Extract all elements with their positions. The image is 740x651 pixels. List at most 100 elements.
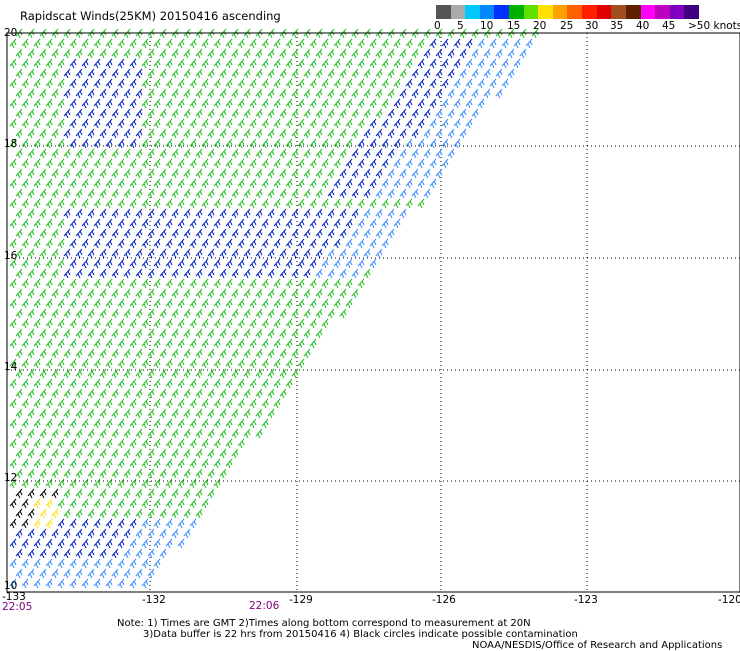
wind-barb	[357, 138, 365, 149]
wind-barb	[483, 48, 491, 59]
wind-barb	[399, 168, 407, 179]
wind-barb	[81, 38, 89, 49]
wind-barb	[405, 138, 413, 149]
wind-barb	[249, 198, 257, 209]
wind-barb	[333, 198, 341, 209]
wind-barb	[81, 238, 89, 249]
wind-barb	[429, 178, 437, 189]
wind-barb	[231, 88, 239, 99]
wind-barb	[57, 358, 65, 369]
wind-barb	[483, 68, 491, 79]
wind-barb	[57, 238, 65, 249]
wind-barb	[117, 58, 125, 69]
wind-barb	[207, 48, 215, 59]
wind-barb	[141, 138, 149, 149]
wind-barb	[237, 278, 245, 289]
wind-barb	[225, 258, 233, 269]
wind-barb	[51, 208, 59, 219]
wind-barb	[249, 158, 257, 169]
wind-barb	[21, 58, 29, 69]
wind-barb	[45, 298, 53, 309]
wind-barb	[141, 318, 149, 329]
wind-barb	[9, 58, 17, 69]
wind-barb	[63, 508, 71, 519]
wind-barb	[189, 158, 197, 169]
wind-barb	[93, 58, 101, 69]
wind-barb	[147, 468, 155, 479]
wind-barb	[51, 248, 59, 259]
wind-barb	[33, 98, 41, 109]
wind-barb	[69, 318, 77, 329]
wind-barb	[309, 158, 317, 169]
wind-barb	[21, 238, 29, 249]
wind-barb	[327, 88, 335, 99]
wind-barb	[9, 538, 17, 549]
wind-barb	[381, 238, 389, 249]
wind-barb	[273, 318, 281, 329]
wind-barb	[321, 318, 329, 329]
wind-barb	[141, 538, 149, 549]
scale-label: 20	[533, 20, 547, 32]
wind-barb	[255, 108, 263, 119]
wind-barb	[273, 298, 281, 309]
wind-barb	[243, 48, 251, 59]
wind-barb	[87, 88, 95, 99]
wind-barb	[363, 208, 371, 219]
wind-barb	[111, 88, 119, 99]
wind-barb	[309, 118, 317, 129]
wind-barb	[261, 238, 269, 249]
wind-barb	[255, 308, 263, 319]
lon-label-123: -123	[574, 594, 598, 606]
wind-barb	[87, 508, 95, 519]
wind-barb	[117, 178, 125, 189]
wind-barb	[99, 508, 107, 519]
wind-barb	[15, 48, 23, 59]
wind-barb	[75, 68, 83, 79]
wind-barb	[195, 408, 203, 419]
wind-barb	[81, 578, 89, 589]
wind-barb	[123, 508, 131, 519]
wind-barb	[237, 58, 245, 69]
wind-barb	[99, 388, 107, 399]
wind-barb	[363, 148, 371, 159]
wind-barb	[129, 38, 137, 49]
wind-barb	[153, 418, 161, 429]
wind-barb	[327, 108, 335, 119]
wind-barb	[45, 478, 53, 489]
wind-barb	[213, 438, 221, 449]
wind-barb	[369, 78, 377, 89]
wind-barb	[195, 388, 203, 399]
wind-barb	[153, 118, 161, 129]
scale-label: 45	[662, 20, 676, 32]
scale-swatch	[669, 5, 685, 19]
wind-barb	[261, 58, 269, 69]
wind-barb	[15, 448, 23, 459]
wind-barb	[63, 88, 71, 99]
wind-barb	[279, 128, 287, 139]
wind-barb	[147, 88, 155, 99]
wind-barb	[45, 78, 53, 89]
wind-barb	[135, 328, 143, 339]
wind-barb	[15, 428, 23, 439]
wind-barb	[9, 338, 17, 349]
wind-barb	[183, 508, 191, 519]
wind-barb	[171, 228, 179, 239]
wind-barb	[363, 188, 371, 199]
wind-barb	[111, 108, 119, 119]
wind-barb	[237, 338, 245, 349]
wind-barb	[255, 348, 263, 359]
wind-barb	[123, 568, 131, 579]
wind-speed-scale-labels: 0 5 10 15 20 25 30 35 40 45 >50 knots	[430, 20, 740, 34]
wind-barb	[135, 128, 143, 139]
wind-barb	[285, 178, 293, 189]
wind-barb	[285, 138, 293, 149]
wind-barb	[87, 348, 95, 359]
wind-barb	[447, 148, 455, 159]
wind-barb	[111, 548, 119, 559]
wind-barb	[273, 258, 281, 269]
wind-barb	[231, 388, 239, 399]
wind-barb	[213, 198, 221, 209]
wind-barb	[93, 478, 101, 489]
wind-barb	[219, 328, 227, 339]
wind-barb	[141, 118, 149, 129]
